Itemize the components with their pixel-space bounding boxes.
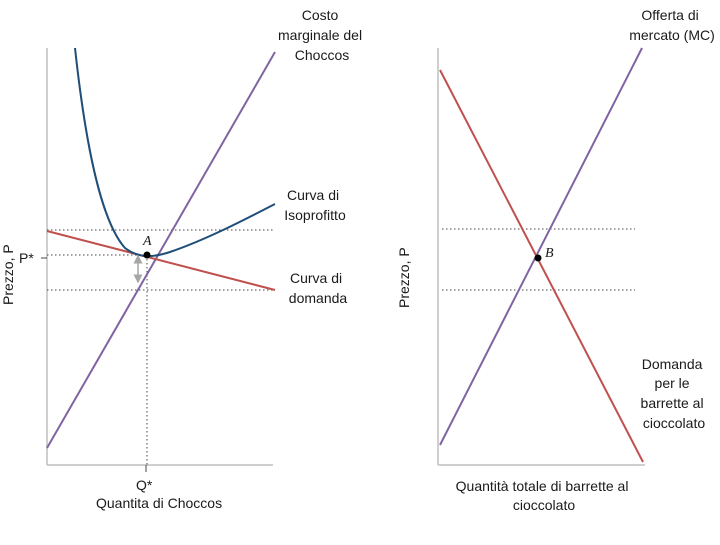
supply-label-line-2: mercato (MC) bbox=[629, 27, 715, 43]
supply-label: Offerta di mercato (MC) bbox=[629, 7, 715, 43]
point-a-label: A bbox=[142, 234, 152, 249]
market-demand-label-line-2: per le bbox=[655, 375, 690, 391]
point-b bbox=[534, 254, 542, 262]
demand-label-left-line-2: domanda bbox=[289, 290, 348, 306]
market-demand-label-line-3: barrette al bbox=[641, 395, 704, 411]
market-demand-label-line-1: Domanda bbox=[642, 356, 703, 372]
isoprofit-label-line-2: Isoprofitto bbox=[284, 207, 346, 223]
demand-label-left-line-1: Curva di bbox=[290, 270, 342, 286]
isoprofit-label: Curva di Isoprofitto bbox=[284, 187, 346, 223]
market-demand-label: Domanda per le barrette al cioccolato bbox=[641, 356, 708, 431]
point-a bbox=[143, 251, 151, 259]
market-demand-label-line-4: cioccolato bbox=[643, 415, 705, 431]
left-y-axis-label: Prezzo, P bbox=[0, 244, 16, 305]
right-x-axis-label-line-2: cioccolato bbox=[513, 497, 575, 513]
price-tick-label: P* bbox=[19, 250, 34, 266]
market-demand-line bbox=[439, 69, 644, 463]
demand-line-left bbox=[46, 230, 276, 291]
left-panel: A Prezzo, P P* Q* Quantita di Choccos Co… bbox=[0, 7, 366, 511]
mc-label-line-3: Choccos bbox=[295, 47, 349, 63]
quantity-tick-label: Q* bbox=[136, 477, 153, 493]
isoprofit-curve bbox=[74, 47, 276, 258]
demand-label-left: Curva di domanda bbox=[289, 270, 348, 306]
right-panel: B Prezzo, P Quantità totale di barrette … bbox=[396, 7, 715, 513]
mc-label-line-1: Costo bbox=[302, 7, 339, 23]
isoprofit-label-line-1: Curva di bbox=[287, 187, 339, 203]
marginal-cost-line bbox=[46, 51, 276, 449]
mc-label-line-2: marginale del bbox=[278, 27, 362, 43]
supply-label-line-1: Offerta di bbox=[641, 7, 698, 23]
left-x-axis-label: Quantita di Choccos bbox=[96, 495, 222, 511]
mc-label: Costo marginale del Choccos bbox=[278, 7, 366, 63]
right-y-axis-label: Prezzo, P bbox=[396, 247, 412, 308]
right-x-axis-label: Quantità totale di barrette al cioccolat… bbox=[456, 478, 633, 513]
market-supply-line bbox=[439, 47, 643, 446]
point-b-label: B bbox=[545, 246, 554, 261]
right-x-axis-label-line-1: Quantità totale di barrette al bbox=[456, 478, 629, 494]
